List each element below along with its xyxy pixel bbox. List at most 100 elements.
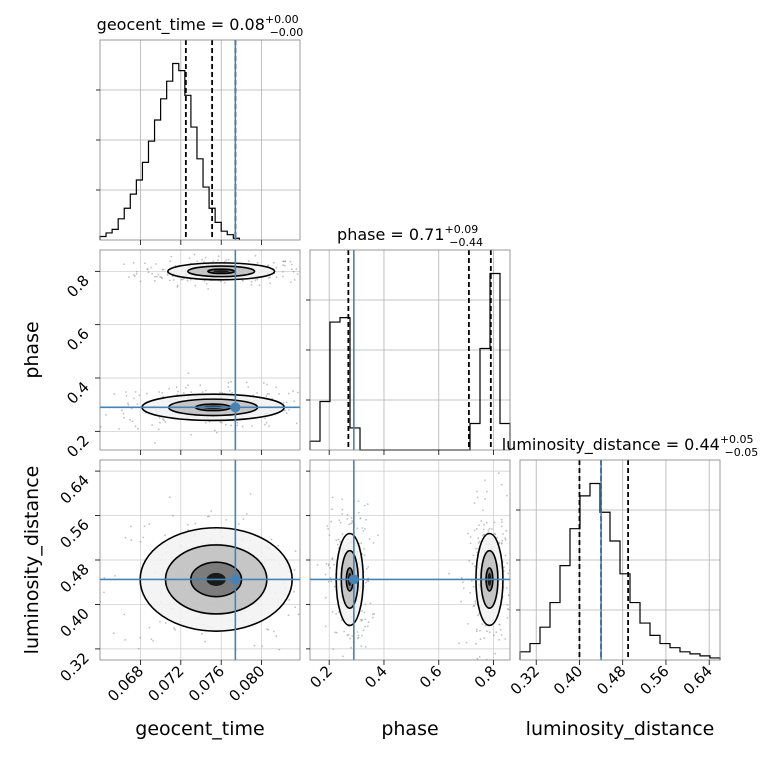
sample-point [346,514,349,516]
sample-point [367,566,369,568]
sample-point [518,605,520,607]
sample-point [220,421,223,424]
sample-point [360,645,363,647]
sample-point [269,276,271,279]
sample-point [105,414,107,416]
sample-point [267,628,270,631]
sample-point [159,276,162,278]
sample-point [325,565,327,567]
sample-point [331,610,334,613]
sample-point [292,390,294,393]
sample-point [171,514,174,517]
sample-point [357,500,360,502]
sample-point [238,523,240,525]
sample-point [252,394,255,396]
sample-point [506,494,508,497]
sample-point [293,400,296,403]
contour-panel-phase-vs-geocent-time [63,249,340,451]
y-tick-label: 0.64 [56,471,92,507]
sample-point [330,508,333,511]
sample-point [134,425,137,428]
sample-point [316,273,318,275]
sample-point [176,285,179,288]
sample-point [337,538,340,541]
sample-point [369,602,372,605]
sample-point [500,525,503,528]
sample-point [330,580,333,583]
sample-point [338,272,340,274]
sample-point [326,525,329,527]
sample-point [242,518,245,520]
sample-point [343,640,345,642]
title-param: geocent_time = 0.08 [97,15,265,35]
sample-point [357,511,360,514]
sample-point [339,521,342,524]
sample-point [63,416,65,418]
sample-point [265,421,268,424]
sample-point [343,630,345,633]
histogram-panel-phase: phase = 0.71+0.09 −0.44 [306,223,511,451]
sample-point [334,631,337,634]
y-tick-label: 0.56 [56,516,92,552]
sample-point [335,539,338,541]
sample-point [219,280,222,283]
sample-point [144,262,146,265]
sample-point [264,417,266,420]
sample-point [199,384,202,387]
sample-point [458,642,460,645]
sample-point [475,528,478,530]
sample-point [351,521,354,524]
sample-point [324,596,327,599]
sample-point [364,603,367,606]
sample-point [225,519,228,521]
sample-point [473,529,476,532]
sample-point [162,418,164,421]
sample-point [73,263,75,265]
sample-point [143,525,146,528]
sample-point [474,602,477,604]
x-tick-label: 0.080 [225,662,268,705]
sample-point [500,542,503,545]
sample-point [354,674,356,676]
sample-point [139,280,142,283]
sample-point [501,521,503,523]
sample-point [289,260,292,263]
sample-point [490,528,493,530]
sample-point [332,648,335,650]
sample-point [166,274,169,276]
sample-point [176,393,179,396]
sample-point [86,409,88,411]
sample-point [159,421,161,424]
sample-point [164,421,167,423]
sample-point [496,536,498,539]
sample-point [282,260,285,263]
title-param: phase = 0.71 [337,225,444,244]
title-minus: −0.05 [725,446,759,459]
sample-point [301,513,303,515]
sample-point [285,401,288,404]
sample-point [373,613,376,615]
sample-point [265,383,268,386]
sample-point [475,547,477,550]
sample-point [484,479,486,482]
sample-point [364,646,367,648]
sample-point [359,517,362,520]
sample-point [361,527,364,529]
sample-point [462,581,464,583]
sample-point [168,496,171,499]
sample-point [328,534,331,537]
sample-point [203,280,206,282]
sample-point [204,256,207,259]
sample-point [287,392,290,395]
panel-frame [99,249,301,451]
sample-point [132,262,135,264]
truth-marker [230,402,241,413]
sample-point [501,539,504,542]
sample-point [186,523,189,526]
sample-point [123,263,125,265]
sample-point [157,273,160,276]
sample-point [371,613,374,616]
title-param: luminosity_distance = 0.44 [502,435,720,455]
x-tick-label: 0.6 [416,662,446,692]
sample-point [125,395,128,397]
